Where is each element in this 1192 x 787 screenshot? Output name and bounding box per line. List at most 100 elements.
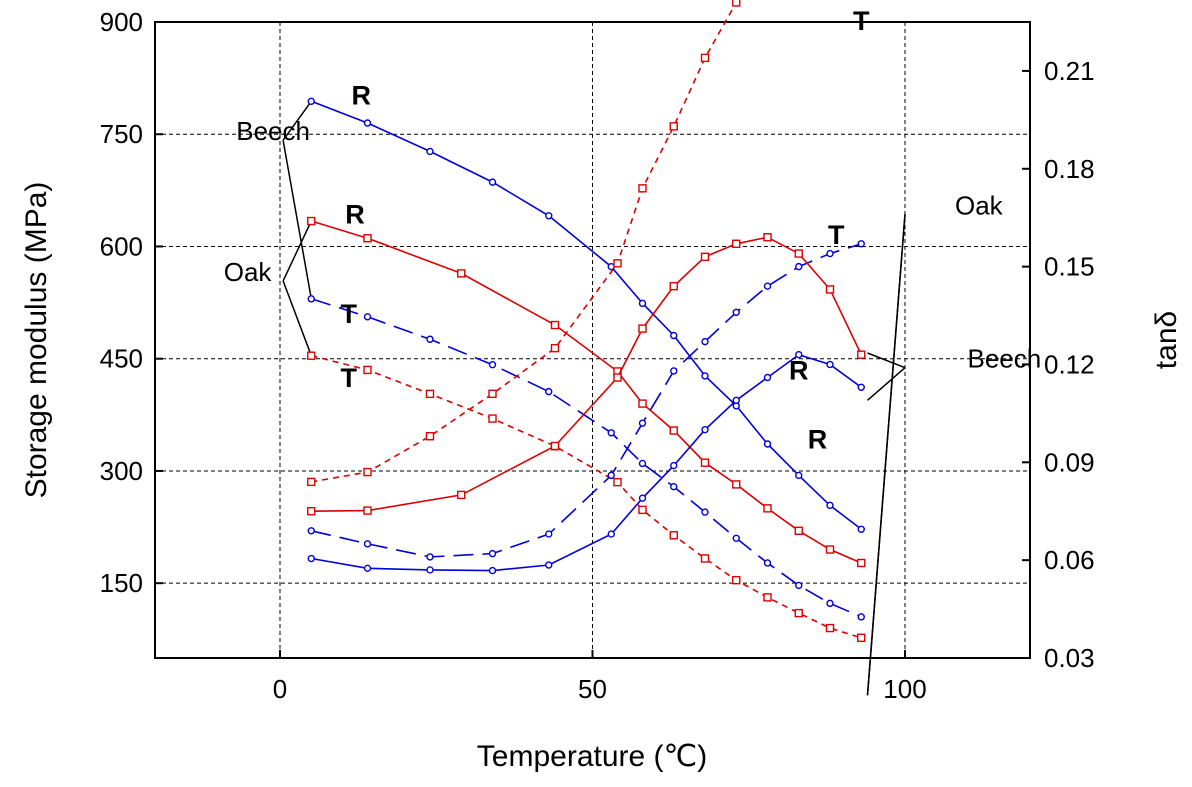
leader-lines [282, 100, 906, 696]
data-point [670, 461, 678, 470]
series-oak-T-left [307, 351, 866, 642]
data-point [545, 530, 553, 538]
y2-tick-label: 0.15 [1044, 252, 1095, 282]
data-point [550, 343, 560, 353]
annotation-label: R [789, 356, 809, 386]
series-line [311, 0, 740, 483]
data-point [763, 593, 772, 602]
leader-line [282, 100, 312, 141]
y2-axis-title: tanδ [1150, 311, 1183, 369]
data-point [607, 429, 615, 437]
data-point [794, 608, 803, 618]
data-point [701, 425, 709, 434]
data-point [426, 147, 434, 156]
y-tick-label: 600 [100, 231, 143, 261]
data-point [363, 313, 372, 321]
data-point [488, 549, 497, 558]
y-tick-label: 450 [100, 344, 143, 374]
data-point [307, 351, 316, 360]
data-point [826, 501, 834, 510]
data-point [613, 259, 622, 268]
leader-line [282, 140, 313, 299]
ticks: 0 50 100 150 300 450 600 750 900 0.03 0.06 0.09 0.12… [100, 7, 1095, 704]
data-point [488, 360, 497, 369]
series-oak-T-right [307, 0, 741, 487]
data-point [857, 613, 865, 621]
data-point [700, 554, 710, 563]
data-point [825, 285, 835, 294]
y-tick-label: 150 [100, 568, 143, 598]
data-point [457, 490, 466, 500]
series-oak-R-right [307, 233, 866, 516]
data-point [550, 320, 560, 330]
series-beech-T-left [307, 295, 865, 621]
annotation-label: R [345, 199, 365, 229]
data-point [669, 281, 678, 291]
data-point [638, 324, 647, 333]
y2-tick-label: 0.21 [1044, 56, 1095, 86]
series-beech-R-right [307, 350, 865, 575]
y2-tick-label: 0.18 [1044, 154, 1095, 184]
data-point [307, 477, 316, 487]
series-oak-R-left [307, 216, 866, 568]
data-point [550, 441, 560, 451]
data-point [638, 419, 647, 427]
data-point [670, 367, 678, 375]
data-point [363, 365, 372, 375]
data-point [545, 212, 553, 220]
x-axis-title: Temperature (℃) [477, 740, 707, 773]
x-tick-label: 0 [273, 674, 287, 704]
annotation-label: R [352, 80, 372, 110]
series-line [311, 353, 862, 572]
data-point [825, 545, 835, 554]
data-point [638, 299, 647, 308]
data-point [613, 373, 622, 382]
data-point [307, 216, 316, 226]
data-point [307, 554, 315, 563]
data-point [732, 0, 741, 7]
data-point [669, 426, 678, 435]
annotation-label: Beech [236, 116, 310, 146]
leader-line [867, 367, 906, 401]
series [307, 0, 866, 642]
leader-line [282, 280, 313, 356]
data-point [638, 505, 647, 515]
annotation-label: Beech [968, 344, 1042, 374]
data-point [700, 252, 710, 262]
data-point [613, 477, 622, 487]
data-point [488, 414, 497, 423]
data-point [363, 119, 372, 127]
annotation-label: R [808, 424, 828, 454]
y-axis-title: Storage modulus (MPa) [20, 182, 53, 499]
data-point [488, 389, 497, 399]
data-point [607, 471, 615, 480]
x-tick-label: 100 [883, 674, 926, 704]
data-point [426, 553, 434, 561]
data-point [794, 526, 803, 535]
data-point [670, 331, 678, 340]
annotation-label: T [341, 299, 358, 329]
data-point [307, 507, 316, 516]
data-point [457, 269, 466, 278]
series-line [311, 243, 862, 558]
data-point [700, 458, 710, 467]
data-point [825, 623, 835, 633]
y2-tick-label: 0.03 [1044, 643, 1095, 673]
annotation-label: T [828, 220, 845, 250]
leader-line [867, 352, 906, 369]
series-line [311, 354, 862, 639]
leader-line [282, 220, 312, 282]
data-point [857, 350, 866, 359]
data-point [307, 97, 315, 106]
data-point [363, 540, 372, 548]
data-point [545, 561, 553, 569]
y-tick-label: 300 [100, 456, 143, 486]
data-point [488, 178, 497, 186]
data-point [794, 249, 803, 258]
series-beech-T-right [307, 240, 865, 561]
data-point [795, 262, 803, 271]
data-point [638, 459, 647, 468]
data-point [363, 564, 372, 573]
annotation-label: T [341, 363, 358, 393]
data-point [732, 575, 741, 585]
